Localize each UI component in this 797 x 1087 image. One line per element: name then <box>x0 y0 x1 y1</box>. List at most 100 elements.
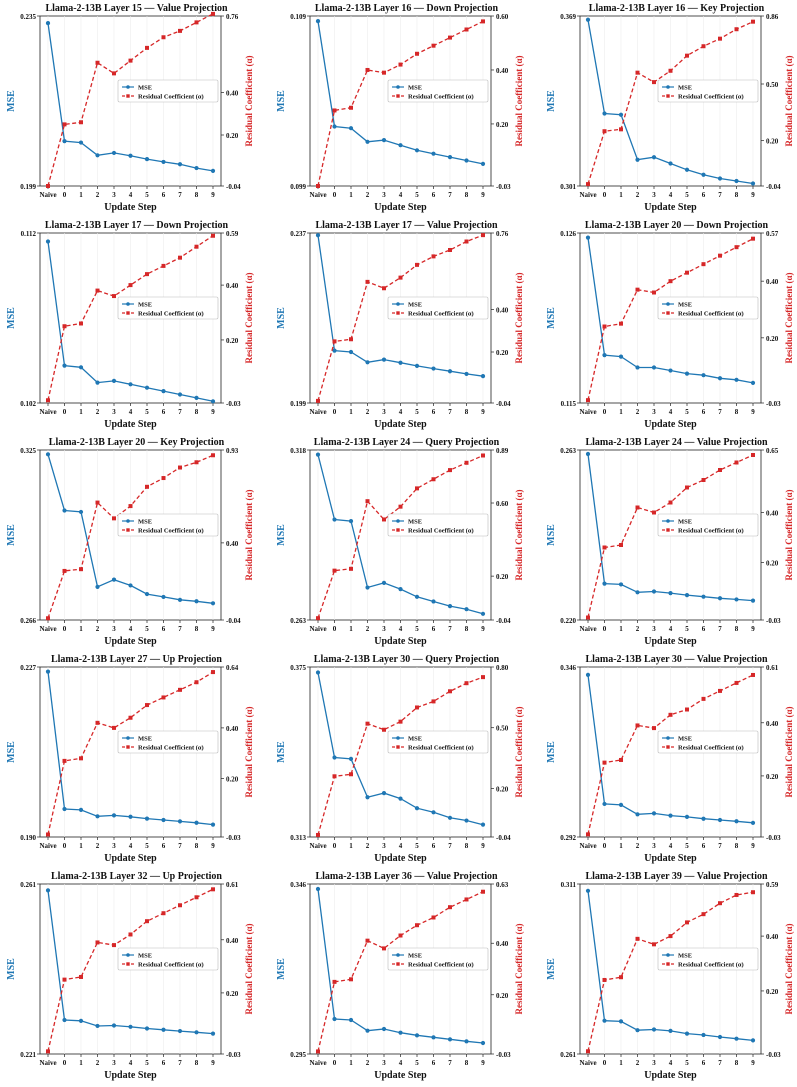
y-tick-label-right: 0.57 <box>766 230 779 238</box>
mse-point <box>194 599 199 604</box>
x-axis-label: Update Step <box>104 1070 157 1081</box>
chart-panel: Llama-2-13B Layer 30 — Query Projection N… <box>270 651 532 865</box>
legend-mse-label: MSE <box>138 302 152 309</box>
residual-point <box>635 723 640 728</box>
residual-point <box>701 912 706 917</box>
residual-point <box>365 499 370 504</box>
y-axis-label-left: MSE <box>276 524 287 546</box>
mse-point <box>651 365 657 370</box>
x-tick-label: 5 <box>145 842 149 850</box>
mse-point <box>618 1019 624 1024</box>
y-axis-label-right: Residual Coefficient (α) <box>244 272 254 363</box>
legend-residual-marker <box>396 962 400 966</box>
mse-point <box>750 820 756 825</box>
x-tick-label: 4 <box>669 625 673 633</box>
mse-point <box>431 366 436 371</box>
residual-point <box>619 757 623 762</box>
x-tick-label: 3 <box>652 625 656 633</box>
legend-residual-label: Residual Coefficient (α) <box>408 311 474 318</box>
x-tick-label: 8 <box>465 625 469 633</box>
mse-point <box>62 508 67 513</box>
y-tick-label-right: 0.93 <box>226 447 239 455</box>
mse-point <box>365 1028 370 1033</box>
x-tick-label: 4 <box>669 842 673 850</box>
y-tick-label-right: 0.59 <box>766 881 779 889</box>
chart-title: Llama-2-13B Layer 20 — Key Projection <box>49 437 225 448</box>
residual-point <box>481 19 485 24</box>
mse-point <box>602 111 607 116</box>
legend-residual-label: Residual Coefficient (α) <box>138 528 204 535</box>
residual-point <box>178 28 182 33</box>
mse-point <box>45 888 51 893</box>
mse-point <box>701 172 706 177</box>
x-tick-label: 3 <box>382 191 386 199</box>
x-axis-label: Update Step <box>374 636 427 647</box>
x-tick-label: 8 <box>465 408 469 416</box>
chart-svg: Llama-2-13B Layer 39 — Value Projection N… <box>546 871 794 1081</box>
residual-point <box>448 689 452 694</box>
residual-point <box>464 897 469 902</box>
residual-point <box>316 832 320 837</box>
mse-point <box>95 1023 100 1029</box>
x-tick-label: 0 <box>333 625 337 633</box>
x-axis-label: Update Step <box>644 1070 697 1081</box>
mse-point <box>45 452 51 457</box>
mse-point <box>585 672 591 677</box>
legend-box <box>117 730 219 754</box>
residual-point <box>652 290 656 295</box>
x-axis-label: Update Step <box>644 202 697 213</box>
x-tick-label: 0 <box>63 1059 67 1067</box>
residual-point <box>382 517 386 522</box>
mse-point <box>161 594 166 600</box>
legend-box <box>657 296 759 320</box>
residual-line <box>317 676 484 836</box>
x-tick-label: 1 <box>79 842 83 850</box>
mse-point <box>717 596 723 601</box>
mse-point <box>585 17 591 22</box>
x-tick-label: 7 <box>448 191 452 199</box>
chart-panel: Llama-2-13B Layer 17 — Down Projection Na… <box>0 217 262 431</box>
x-tick-label: 8 <box>735 408 739 416</box>
mse-point <box>414 806 420 811</box>
legend-residual-label: Residual Coefficient (α) <box>138 962 204 969</box>
x-tick-label: 4 <box>399 1059 403 1067</box>
residual-point <box>382 70 386 75</box>
y-tick-label-left: 0.313 <box>290 834 306 842</box>
x-axis-label: Update Step <box>644 853 697 864</box>
residual-point <box>178 903 182 908</box>
chart-title: Llama-2-13B Layer 27 — Up Projection <box>51 654 222 665</box>
x-tick-label: 9 <box>751 408 755 416</box>
residual-point <box>415 486 419 491</box>
y-tick-label-right: 0.40 <box>496 67 509 75</box>
y-axis-label-right: Residual Coefficient (α) <box>784 706 794 797</box>
x-tick-label: 2 <box>366 625 370 633</box>
y-tick-label-right: -0.04 <box>496 617 511 625</box>
x-tick-label: 1 <box>349 1059 353 1067</box>
chart-panel: Llama-2-13B Layer 24 — Value Projection N… <box>540 434 797 648</box>
mse-point <box>635 1028 640 1033</box>
x-tick-label: 6 <box>432 625 436 633</box>
residual-point <box>211 887 215 892</box>
chart-panel: Llama-2-13B Layer 36 — Value Projection N… <box>270 868 532 1082</box>
y-axis-label-right: Residual Coefficient (α) <box>514 55 524 146</box>
y-tick-label-right: 0.76 <box>496 230 509 238</box>
mse-point <box>734 819 739 824</box>
chart-title: Llama-2-13B Layer 17 — Down Projection <box>45 220 229 231</box>
y-tick-label-right: 0.60 <box>496 13 509 21</box>
y-tick-label-left: 0.190 <box>20 834 36 842</box>
x-tick-label: 8 <box>195 842 199 850</box>
x-tick-label: 1 <box>79 625 83 633</box>
mse-point <box>717 176 723 181</box>
mse-point <box>480 822 486 827</box>
y-axis-label-right: Residual Coefficient (α) <box>244 489 254 580</box>
mse-point <box>315 886 321 892</box>
x-tick-label: Naive <box>39 625 56 633</box>
y-tick-label-left: 0.221 <box>20 1051 36 1059</box>
residual-point <box>365 67 370 72</box>
residual-point <box>211 11 215 16</box>
legend-residual-label: Residual Coefficient (α) <box>408 528 474 535</box>
y-tick-label-right: -0.03 <box>766 1051 781 1059</box>
y-axis-label-right: Residual Coefficient (α) <box>244 706 254 797</box>
x-tick-label: 4 <box>399 408 403 416</box>
residual-point <box>718 901 722 906</box>
